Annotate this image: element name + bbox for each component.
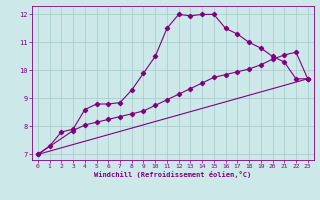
X-axis label: Windchill (Refroidissement éolien,°C): Windchill (Refroidissement éolien,°C) xyxy=(94,171,252,178)
